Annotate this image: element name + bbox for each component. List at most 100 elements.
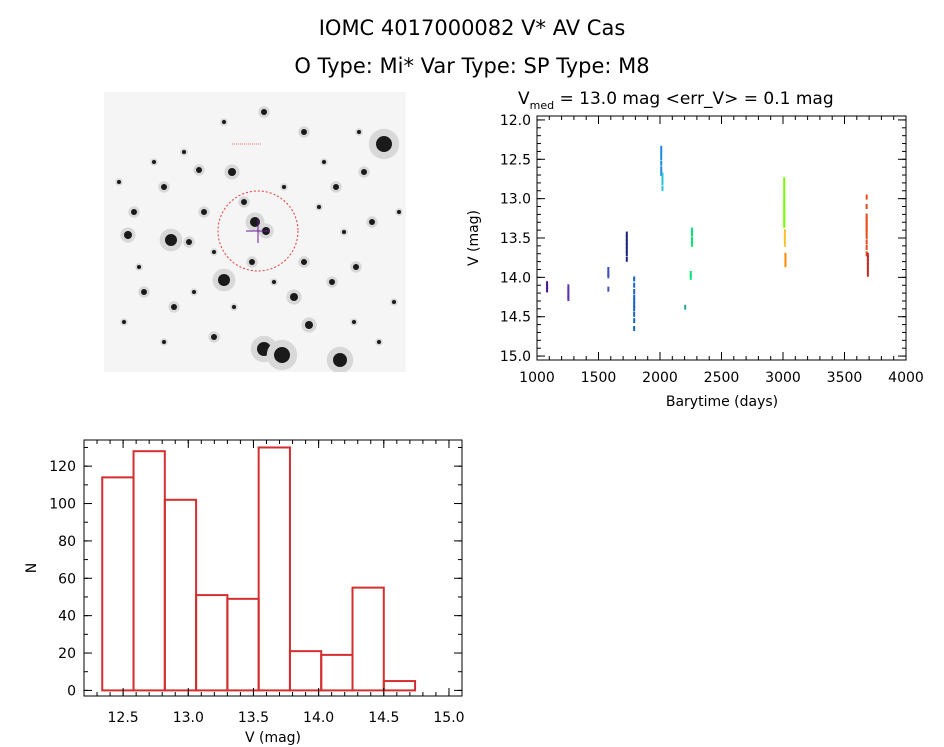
data-point [607, 273, 610, 279]
y-tick-label: 60 [58, 571, 76, 587]
histogram-bar [320, 653, 354, 692]
data-point [866, 271, 869, 277]
data-point [783, 237, 786, 243]
star [137, 265, 141, 269]
star [322, 160, 326, 164]
star [342, 230, 346, 234]
data-point [633, 306, 636, 312]
data-point [784, 262, 787, 268]
y-tick-label: 12.0 [500, 113, 531, 129]
histogram-bar [382, 680, 417, 692]
data-point [689, 274, 692, 280]
star [353, 264, 359, 270]
data-point [783, 229, 786, 235]
x-tick-label: 13.0 [173, 710, 204, 726]
star [274, 347, 290, 363]
data-point [607, 266, 610, 272]
data-point [625, 247, 628, 253]
star [329, 279, 335, 285]
data-point [865, 204, 868, 210]
star [397, 210, 401, 214]
data-point [661, 185, 664, 191]
data-point [865, 229, 868, 235]
data-point [865, 251, 868, 257]
data-point [660, 150, 663, 156]
star [232, 305, 236, 309]
star [131, 209, 137, 215]
star [117, 180, 121, 184]
data-point [625, 256, 628, 262]
y-tick-label: 14.0 [500, 270, 531, 286]
data-point [633, 276, 636, 282]
data-point [865, 194, 868, 200]
star [369, 219, 375, 225]
data-point [865, 233, 868, 239]
light-curve-ylabel: V (mag) [466, 210, 482, 266]
y-tick-label: 0 [67, 683, 76, 699]
data-point [660, 160, 663, 166]
magnitude-histogram: 12.5 13.0 13.5 14.0 14.5 15.0020406080100120 … [24, 439, 465, 746]
sky-image [104, 92, 406, 372]
y-tick-label: 40 [58, 609, 76, 625]
star [249, 259, 255, 265]
x-tick-label: 12.5 [108, 710, 139, 726]
data-point [633, 298, 636, 304]
data-point [633, 302, 636, 308]
star [352, 320, 356, 324]
data-point [784, 255, 787, 261]
data-point [633, 294, 636, 300]
data-point [783, 210, 786, 216]
star [212, 250, 216, 254]
data-point [633, 282, 636, 288]
star [317, 205, 321, 209]
x-tick-label: 4000 [888, 370, 924, 386]
star [333, 353, 347, 367]
data-point [866, 255, 869, 261]
star [171, 304, 177, 310]
field-stars [115, 106, 403, 372]
star [152, 160, 156, 164]
histogram-bar [257, 446, 291, 692]
star [162, 340, 166, 344]
y-tick-label: 15.0 [500, 349, 531, 365]
data-point [633, 318, 636, 324]
data-point [866, 263, 869, 269]
data-point [783, 186, 786, 192]
data-point [633, 289, 636, 295]
star [377, 340, 381, 344]
light-curve-frame [536, 115, 907, 361]
data-point [784, 252, 787, 258]
data-point [690, 237, 693, 243]
x-tick-label: 2500 [704, 370, 740, 386]
data-point [783, 181, 786, 187]
y-tick-label: 13.0 [500, 192, 531, 208]
data-point [783, 219, 786, 225]
light-curve: Vmed = 13.0 mag <err_V> = 0.1 mag 1000 15… [466, 89, 924, 410]
star [161, 184, 167, 190]
star [361, 169, 367, 175]
data-point [865, 244, 868, 250]
histogram-bar [132, 450, 166, 692]
data-point [660, 145, 663, 151]
y-tick-label: 80 [58, 534, 76, 550]
data-point [783, 204, 786, 210]
y-tick-label: 12.5 [500, 152, 531, 168]
data-point [865, 239, 868, 245]
data-point [567, 290, 570, 296]
data-point [690, 227, 693, 233]
star [165, 234, 177, 246]
data-point [625, 243, 628, 249]
star [201, 209, 207, 215]
histogram-bar [195, 594, 229, 692]
y-tick-label: 100 [49, 497, 76, 513]
data-point [546, 287, 549, 293]
star [376, 136, 392, 152]
data-point [783, 213, 786, 219]
star [141, 289, 147, 295]
histogram-bar [101, 476, 135, 692]
star [241, 199, 247, 205]
data-point [783, 222, 786, 228]
histogram-xlabel: V (mag) [245, 730, 301, 746]
data-point [784, 259, 787, 265]
data-point [865, 226, 868, 232]
